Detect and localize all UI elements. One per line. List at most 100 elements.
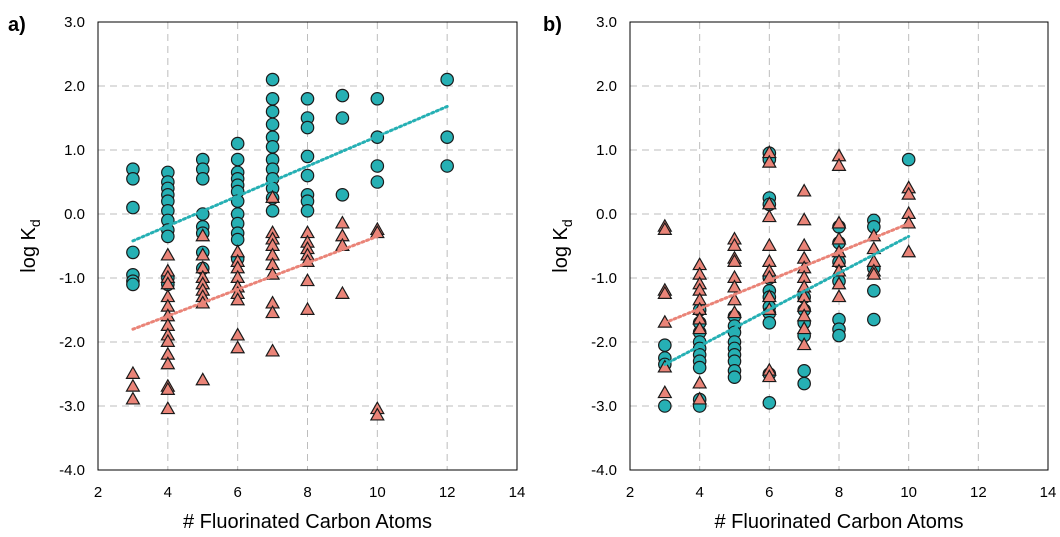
panel-b-triangle-point [796,183,812,197]
panel-b-triangle-point [901,186,917,200]
panel-b-triangle-point [831,215,847,229]
panel-a-y-tick-label: -3.0 [59,398,85,415]
panel-b-x-tick-label: 8 [835,484,843,501]
panel-b-y-axis-label-main: log K [550,226,572,272]
panel-a-circle-point [126,172,140,186]
panel-a-circle-point [440,72,454,87]
panel-a-triangle-point [160,333,176,347]
panel-a-circle-point [300,204,315,218]
panel-a-x-tick-label: 4 [164,484,172,501]
panel-b-triangle-point [831,276,847,290]
panel-a-y-tick-label: -1.0 [59,270,85,287]
panel-b-x-tick-label: 12 [970,484,987,501]
panel-a-triangle-point [125,365,141,379]
panel-b-y-tick-label: 1.0 [596,142,617,159]
panel-b-triangle-point [831,231,847,245]
panel-b-triangle-point [796,212,812,226]
panel-a-circle-point [230,152,245,167]
panel-b-triangle-point [657,285,673,299]
panel-a-triangle-point [334,285,350,299]
panel-a-circle-point [230,136,245,151]
panel-b-triangle-point [761,196,777,210]
panel-b-triangle-point [796,336,812,351]
panel-a-triangle-point [160,400,176,415]
panel-b-circle-point [867,312,881,327]
panel-b-triangle-point [831,157,847,171]
panel-a-circle-point [370,175,385,189]
panel-b-triangle-point [831,288,847,303]
panel-a-circle-point [265,140,280,154]
panel-b-marks [657,144,917,413]
panel-a-circle-point [195,172,210,186]
panel-a-x-tick-label: 10 [369,484,386,501]
panel-b-y-tick-label: 2.0 [596,78,617,95]
panel-a-circle-point [370,92,385,106]
panel-b: b) 2 4 6 8 10 12 14 -4.0 -3.0 -2.0 -1.0 0.0 1.0 2.0 3.… [543,14,1056,533]
panel-a-triangle-point [230,292,246,306]
panel-a-circle-point [126,200,140,215]
panel-a-circle-point [161,229,175,244]
panel-a-trendline [131,234,379,331]
panel-a-circle-point [265,204,280,218]
panel-b-circle-point [832,328,846,343]
panel-b-circle-point [762,315,777,330]
panel-a-circle-point [335,111,350,125]
panel-b-x-axis-label: # Fluorinated Carbon Atoms [714,511,963,533]
panel-a-y-tick-label: 3.0 [64,14,85,31]
panel-b-triangle-point [901,244,917,258]
panel-a-plot-frame [97,21,518,471]
panel-a-trendline [131,104,449,243]
panel-b-x-tick-label: 6 [765,484,773,501]
panel-b-ticks: 2 4 6 8 10 12 14 -4.0 -3.0 -2.0 -1.0 0.0 1.0 2.0 3.0 [591,14,1056,501]
panel-a-triangle-point [195,247,211,261]
panel-b-triangle-point [727,253,742,267]
panel-a-triangle-point [160,247,176,261]
panel-b-circle-point [901,152,916,167]
panel-b-label: b) [543,14,562,36]
panel-a-y-tick-label: -4.0 [59,462,85,479]
panel-a-x-tick-label: 12 [439,484,456,501]
panel-b-triangle-point [727,304,742,319]
panel-b-triangle-point [761,288,777,303]
panel-b-triangle-point [796,320,812,335]
panel-a-triangle-point [265,189,281,203]
panel-b-triangle-point [692,391,708,405]
panel-b-triangle-point [796,237,812,251]
panel-a-x-tick-label: 2 [94,484,102,501]
panel-b-triangle-point [657,221,673,235]
panel-b-triangle-point [692,320,708,335]
panel-b-y-tick-label: -1.0 [591,270,617,287]
panel-b-triangle-point [761,208,777,223]
panel-b-y-tick-label: -3.0 [591,398,617,415]
panel-a-triangle-point [300,272,315,287]
panel-a-triangle-point [230,340,246,354]
panel-a-circle-point [265,104,280,119]
panel-a-triangle-point [125,378,141,392]
panel-a-triangle-point [160,381,176,395]
panel-a-circle-point [335,188,350,202]
panel-a-x-tick-label: 8 [303,484,311,501]
panel-b-circle-point [658,338,672,352]
panel-b-y-tick-label: -2.0 [591,334,617,351]
panel-b-y-tick-label: -4.0 [591,462,617,479]
panel-b-y-tick-label: 3.0 [596,14,617,31]
panel-a-ticks: 2 4 6 8 10 12 14 -4.0 -3.0 -2.0 -1.0 0.0 1.0 2.0 3.0 [59,14,525,501]
panel-b-plot-frame [629,21,1049,471]
panel-a-circle-point [335,88,350,103]
panel-a-y-tick-label: 0.0 [64,206,85,223]
panel-b-x-tick-label: 10 [900,484,917,501]
panel-a-y-axis-label: log Kd [18,219,43,272]
panel-a-triangle-point [334,215,350,229]
panel-b-triangle-point [657,384,673,399]
panel-b-circle-point [762,395,777,410]
panel-a-circle-point [230,232,245,247]
panel-b-trendline [663,234,911,366]
panel-b-triangle-point [761,368,777,383]
panel-b-x-tick-label: 4 [695,484,703,501]
panel-b-circle-point [658,399,672,413]
panel-a-triangle-point [125,391,141,405]
panel-a: a) 2 4 6 8 10 12 14 -4.0 -3.0 -2.0 -1.0 0.0 1.0 2.0 3.… [8,14,525,533]
panel-a-circle-point [300,149,315,164]
panel-b-triangle-point [727,292,742,306]
